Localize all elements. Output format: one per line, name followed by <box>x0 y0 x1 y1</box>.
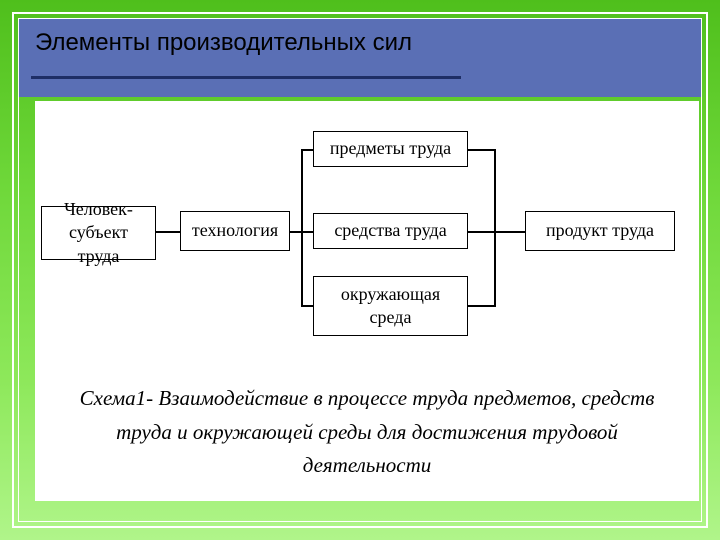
edge-means-product <box>468 231 525 233</box>
node-env-label: окружающаясреда <box>341 283 440 330</box>
inner-frame: Элементы производительных сил Человек-су… <box>18 18 702 522</box>
edge-subject-tech <box>156 231 180 233</box>
content-area: Человек-субъект труда технология предмет… <box>35 101 699 501</box>
node-means-label: средства труда <box>334 219 446 242</box>
edge-right-vertical <box>494 149 496 307</box>
node-tech: технология <box>180 211 290 251</box>
slide-title: Элементы производительных сил <box>19 19 701 57</box>
node-product-label: продукт труда <box>546 219 654 242</box>
node-product: продукт труда <box>525 211 675 251</box>
node-env: окружающаясреда <box>313 276 468 336</box>
title-underline <box>31 76 461 79</box>
diagram-caption: Схема1- Взаимодействие в процессе труда … <box>55 382 679 483</box>
node-objects-label: предметы труда <box>330 137 451 160</box>
node-tech-label: технология <box>192 219 278 242</box>
node-subject-label: Человек-субъект труда <box>48 198 149 268</box>
edge-left-vertical <box>301 149 303 307</box>
edge-objects-right-stub <box>468 149 496 151</box>
node-objects: предметы труда <box>313 131 468 167</box>
node-subject: Человек-субъект труда <box>41 206 156 260</box>
edge-env-right-stub <box>468 305 496 307</box>
outer-frame: Элементы производительных сил Человек-су… <box>12 12 708 528</box>
slide-header: Элементы производительных сил <box>19 19 701 97</box>
node-means: средства труда <box>313 213 468 249</box>
